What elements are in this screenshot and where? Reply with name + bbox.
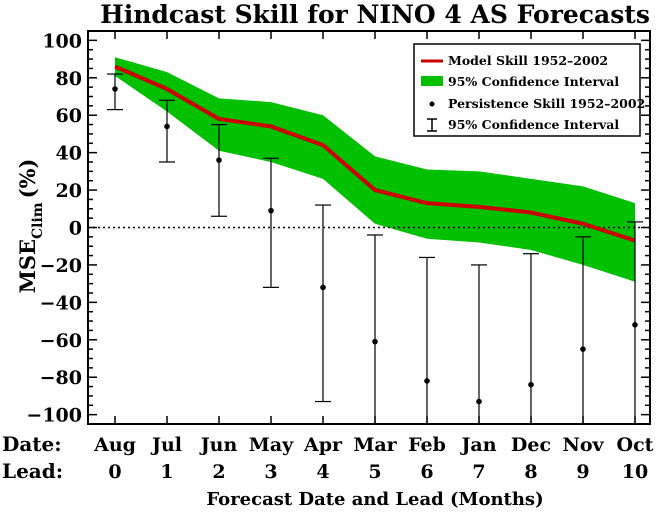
- persistence-point: [164, 123, 170, 130]
- x-tick-date-label: Apr: [303, 434, 343, 456]
- y-tick-label: −80: [40, 367, 82, 389]
- x-tick-lead-label: 0: [108, 461, 121, 483]
- x-tick-lead-label: 5: [368, 461, 381, 483]
- x-tick-lead-label: 7: [472, 461, 485, 483]
- y-tick-label: 20: [56, 180, 82, 202]
- y-tick-label: −60: [40, 330, 82, 352]
- persistence-point: [268, 207, 274, 214]
- y-axis-label-unit: (%): [15, 159, 40, 199]
- y-axis-label-main: MSE: [15, 239, 40, 293]
- model-skill-line: [114, 64, 636, 243]
- persistence-errorbar: [315, 204, 331, 403]
- x-tick-date-label: Jun: [199, 434, 238, 456]
- legend-model-label: Model Skill 1952–2002: [448, 53, 608, 68]
- legend-errorbar-swatch: [427, 118, 437, 132]
- y-tick-label: 0: [69, 218, 82, 240]
- persistence-point: [112, 86, 118, 92]
- y-tick-label: −40: [40, 292, 82, 314]
- y-tick-label: 40: [56, 143, 82, 165]
- y-axis: 100 80 60 40 20 0 −20 −40 −60 −80 −100: [26, 30, 650, 427]
- persistence-point: [372, 338, 378, 345]
- persistence-point: [580, 346, 586, 352]
- legend-box: [413, 43, 641, 137]
- x-tick-lead-label: 9: [576, 461, 589, 483]
- x-tick-date-label: Oct: [617, 434, 654, 456]
- legend-persistence-swatch: [429, 101, 435, 107]
- persistence-errorbar: [159, 99, 175, 163]
- x-tick-date-label: May: [249, 434, 294, 456]
- persistence-errorbar: [107, 73, 123, 111]
- chart-title: Hindcast Skill for NINO 4 AS Forecasts: [100, 0, 650, 29]
- x-tick-date-label: Nov: [562, 434, 604, 456]
- persistence-errorbar: [523, 253, 539, 424]
- y-tick-label: 80: [56, 68, 82, 90]
- x-tick-lead-label: 3: [264, 461, 277, 483]
- lead-row-label: Lead:: [2, 459, 63, 483]
- x-tick-date-label: Jan: [459, 434, 496, 456]
- y-tick-label: −20: [40, 255, 82, 277]
- persistence-point: [216, 157, 222, 163]
- persistence-errorbar: [471, 264, 487, 424]
- persistence-point: [632, 322, 638, 328]
- persistence-errorbar: [211, 123, 227, 217]
- x-tick-lead-label: 2: [212, 461, 225, 483]
- confidence-band: [115, 57, 635, 282]
- legend-band-swatch: [421, 76, 443, 86]
- x-axis: Aug 0 Jul 1 Jun 2 May 3 Apr 4 Mar 5 Feb 6 Jan 7 Dec 8 Nov 9…: [93, 31, 654, 483]
- legend-errorbar-label: 95% Confidence Interval: [448, 117, 619, 132]
- x-tick-date-label: Feb: [408, 434, 446, 456]
- persistence-point: [528, 381, 534, 388]
- legend-band-label: 95% Confidence Interval: [448, 74, 619, 89]
- persistence-point: [476, 398, 482, 405]
- persistence-errorbar: [419, 256, 435, 424]
- persistence-point: [424, 378, 430, 384]
- x-tick-lead-label: 8: [524, 461, 537, 483]
- y-axis-label: MSEClim (%): [15, 159, 46, 294]
- legend: Model Skill 1952–2002 95% Confidence Int…: [413, 43, 645, 137]
- x-tick-date-label: Dec: [511, 434, 551, 456]
- x-tick-lead-label: 1: [160, 461, 173, 483]
- x-axis-label: Forecast Date and Lead (Months): [206, 489, 543, 510]
- y-tick-label: 60: [56, 105, 82, 127]
- x-tick-lead-label: 6: [420, 461, 433, 483]
- y-tick-label: −100: [26, 405, 82, 427]
- x-tick-date-label: Jul: [150, 434, 182, 456]
- svg-text:MSEClim(%): MSEClim (%): [15, 159, 46, 294]
- persistence-point: [320, 284, 326, 291]
- x-tick-date-label: Aug: [93, 434, 136, 456]
- y-axis-label-subscript: Clim: [30, 202, 46, 239]
- x-tick-lead-label: 10: [622, 461, 648, 483]
- plot-area: [88, 57, 650, 424]
- persistence-errorbar: [367, 234, 383, 424]
- x-tick-lead-label: 4: [316, 461, 329, 483]
- persistence-errorbar: [263, 157, 279, 288]
- y-tick-label: 100: [42, 30, 82, 52]
- persistence-errorbar: [575, 236, 591, 424]
- x-tick-date-label: Mar: [353, 434, 397, 456]
- date-row-label: Date:: [2, 432, 62, 456]
- legend-persistence-label: Persistence Skill 1952–2002: [448, 96, 645, 111]
